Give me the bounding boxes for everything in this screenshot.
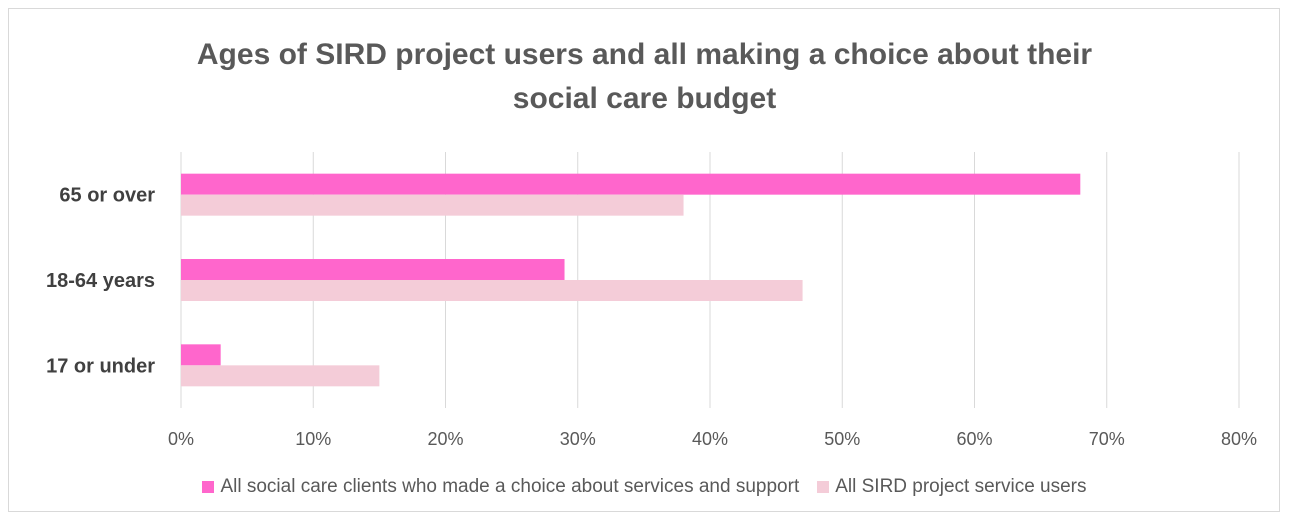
legend-label-series-1: All social care clients who made a choic… [220, 476, 800, 497]
bar-all-clients [181, 173, 1081, 195]
x-tick-label: 70% [1089, 429, 1125, 449]
x-tick-label: 60% [956, 429, 992, 449]
bar-all-clients [181, 259, 565, 280]
chart-title-line-1: Ages of SIRD project users and all makin… [196, 38, 1093, 71]
x-tick-label: 30% [560, 429, 596, 449]
x-tick-label: 80% [1221, 429, 1257, 449]
category-label: 65 or over [59, 185, 155, 207]
legend-swatch-series-2 [817, 481, 830, 493]
legend-item-series-2: All SIRD project service users [817, 476, 1087, 498]
bar-all-clients [181, 344, 221, 366]
x-tick-label: 20% [427, 429, 463, 449]
bar-sird-users [181, 280, 803, 301]
legend-swatch-series-1 [202, 481, 215, 493]
legend: All social care clients who made a choic… [0, 476, 1289, 498]
x-tick-label: 0% [168, 429, 194, 449]
category-label: 18-64 years [46, 270, 155, 292]
bar-sird-users [181, 194, 684, 216]
chart-title: Ages of SIRD project users and all makin… [0, 33, 1289, 121]
chart-title-line-2: social care budget [512, 82, 777, 115]
x-tick-label: 50% [824, 429, 860, 449]
category-label: 17 or under [46, 355, 155, 377]
bar-sird-users [181, 365, 380, 387]
legend-item-series-1: All social care clients who made a choic… [202, 476, 799, 498]
x-tick-label: 10% [295, 429, 331, 449]
x-tick-label: 40% [692, 429, 728, 449]
legend-label-series-2: All SIRD project service users [835, 476, 1087, 497]
